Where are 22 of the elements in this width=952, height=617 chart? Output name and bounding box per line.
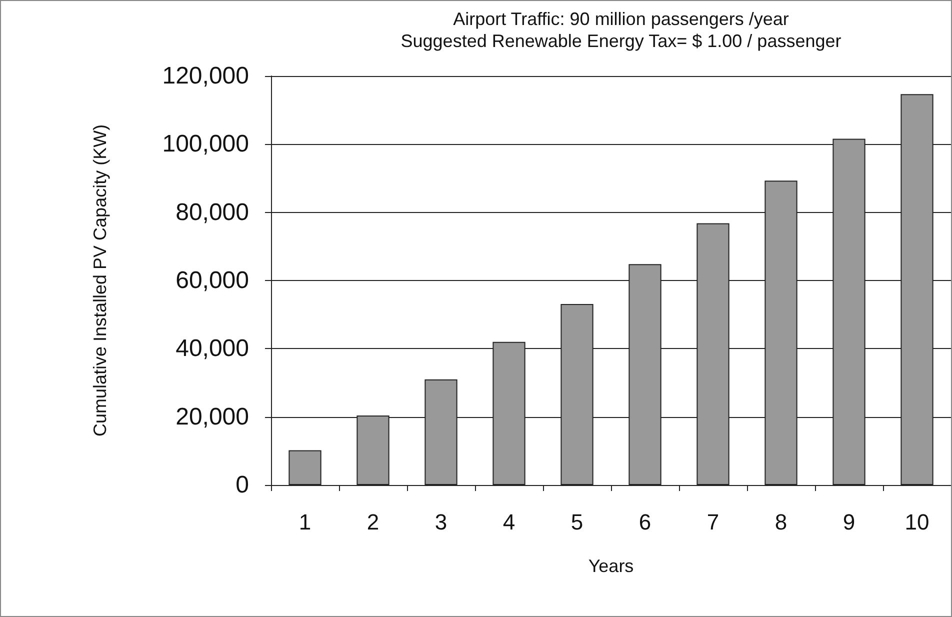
y-tick-label: 0 xyxy=(236,472,249,498)
y-tick-label: 80,000 xyxy=(176,198,249,226)
x-tick-label: 3 xyxy=(434,510,448,534)
x-tick-label: 4 xyxy=(502,510,516,534)
y-tick-label: 100,000 xyxy=(162,130,249,158)
y-tick-label: 20,000 xyxy=(176,403,249,430)
y-tick-label: 40,000 xyxy=(176,335,249,362)
chart-title: Airport Traffic: 90 million passengers /year xyxy=(453,9,789,29)
y-tick-label: 120,000 xyxy=(162,62,249,90)
x-tick-label: 8 xyxy=(774,510,788,534)
x-tick-label: 9 xyxy=(842,510,856,534)
x-tick-label: 6 xyxy=(638,510,652,534)
x-tick-label: 2 xyxy=(366,510,380,534)
x-tick-label: 10 xyxy=(904,510,930,534)
x-tick-label: 7 xyxy=(706,510,720,534)
y-axis-title: Cumulative Installed PV Capacity (KW) xyxy=(90,124,110,437)
bar xyxy=(288,450,322,485)
chart-subtitle: Suggested Renewable Energy Tax= $ 1.00 / passenger xyxy=(400,31,842,51)
y-tick-label: 60,000 xyxy=(176,267,249,294)
x-tick-label: 1 xyxy=(298,510,312,534)
x-axis-title: Years xyxy=(588,556,634,576)
x-tick-label: 5 xyxy=(570,510,584,534)
